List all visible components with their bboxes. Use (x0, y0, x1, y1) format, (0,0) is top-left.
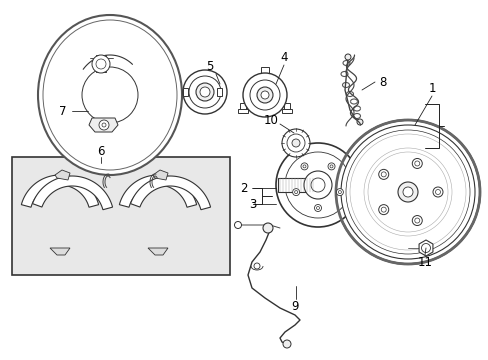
Bar (183, 88, 187, 96)
Circle shape (189, 76, 221, 108)
Polygon shape (96, 55, 106, 72)
Circle shape (335, 120, 479, 264)
Bar (238, 109, 247, 113)
Circle shape (336, 189, 343, 195)
Circle shape (301, 163, 307, 170)
Text: 7: 7 (59, 104, 67, 117)
Ellipse shape (38, 15, 182, 175)
Circle shape (327, 163, 334, 170)
Polygon shape (33, 176, 112, 210)
Circle shape (82, 67, 138, 123)
Circle shape (340, 125, 474, 259)
Circle shape (357, 142, 457, 242)
Bar (261, 67, 268, 75)
Circle shape (378, 169, 388, 179)
Circle shape (329, 165, 332, 168)
Circle shape (92, 55, 110, 73)
Polygon shape (21, 175, 99, 207)
Bar (282, 109, 291, 113)
Circle shape (234, 221, 241, 229)
Text: 1: 1 (427, 81, 435, 95)
Circle shape (356, 119, 362, 125)
Polygon shape (418, 240, 432, 256)
Circle shape (249, 80, 280, 110)
Circle shape (285, 152, 350, 218)
Circle shape (261, 91, 268, 99)
Circle shape (200, 87, 209, 97)
Circle shape (345, 54, 350, 60)
Circle shape (411, 216, 422, 225)
Circle shape (99, 120, 109, 130)
Circle shape (346, 130, 469, 254)
Circle shape (349, 134, 465, 250)
Circle shape (421, 243, 429, 252)
Bar (284, 103, 289, 113)
Circle shape (367, 152, 447, 232)
Circle shape (263, 223, 272, 233)
Circle shape (402, 187, 412, 197)
Polygon shape (130, 176, 210, 210)
Circle shape (303, 165, 305, 168)
Polygon shape (119, 175, 196, 207)
Text: 2: 2 (240, 181, 247, 194)
Circle shape (96, 59, 106, 69)
Circle shape (243, 73, 286, 117)
Text: 3: 3 (249, 198, 256, 211)
Circle shape (292, 189, 299, 195)
Circle shape (338, 190, 341, 194)
Circle shape (381, 207, 386, 212)
Bar (240, 103, 245, 113)
Polygon shape (89, 118, 118, 132)
Circle shape (253, 263, 260, 269)
Circle shape (196, 83, 214, 101)
Polygon shape (55, 170, 70, 180)
Circle shape (316, 207, 319, 210)
Circle shape (183, 70, 226, 114)
Circle shape (291, 139, 299, 147)
Circle shape (275, 143, 359, 227)
Circle shape (294, 190, 297, 194)
Circle shape (411, 158, 422, 168)
Circle shape (381, 172, 386, 177)
Text: 9: 9 (291, 301, 298, 314)
Bar (278, 178, 315, 192)
Circle shape (257, 87, 272, 103)
Polygon shape (50, 248, 70, 255)
Circle shape (432, 187, 442, 197)
Circle shape (352, 137, 462, 247)
Circle shape (435, 189, 440, 194)
Text: 10: 10 (263, 113, 278, 126)
Bar (217, 88, 222, 96)
Circle shape (378, 204, 388, 215)
Circle shape (282, 129, 309, 157)
Circle shape (363, 148, 451, 236)
Text: 11: 11 (417, 256, 431, 270)
Circle shape (304, 171, 331, 199)
Circle shape (286, 134, 305, 152)
Circle shape (310, 178, 325, 192)
Text: 4: 4 (280, 50, 287, 63)
Text: 6: 6 (97, 144, 104, 158)
Circle shape (283, 340, 290, 348)
Polygon shape (153, 170, 168, 180)
Ellipse shape (43, 20, 177, 170)
Bar (12, 157, 229, 275)
Circle shape (102, 123, 106, 127)
Circle shape (414, 218, 419, 223)
Circle shape (314, 204, 321, 212)
Polygon shape (148, 248, 168, 255)
Text: 8: 8 (379, 76, 386, 89)
Circle shape (414, 161, 419, 166)
Text: 5: 5 (206, 59, 213, 72)
Circle shape (397, 182, 417, 202)
